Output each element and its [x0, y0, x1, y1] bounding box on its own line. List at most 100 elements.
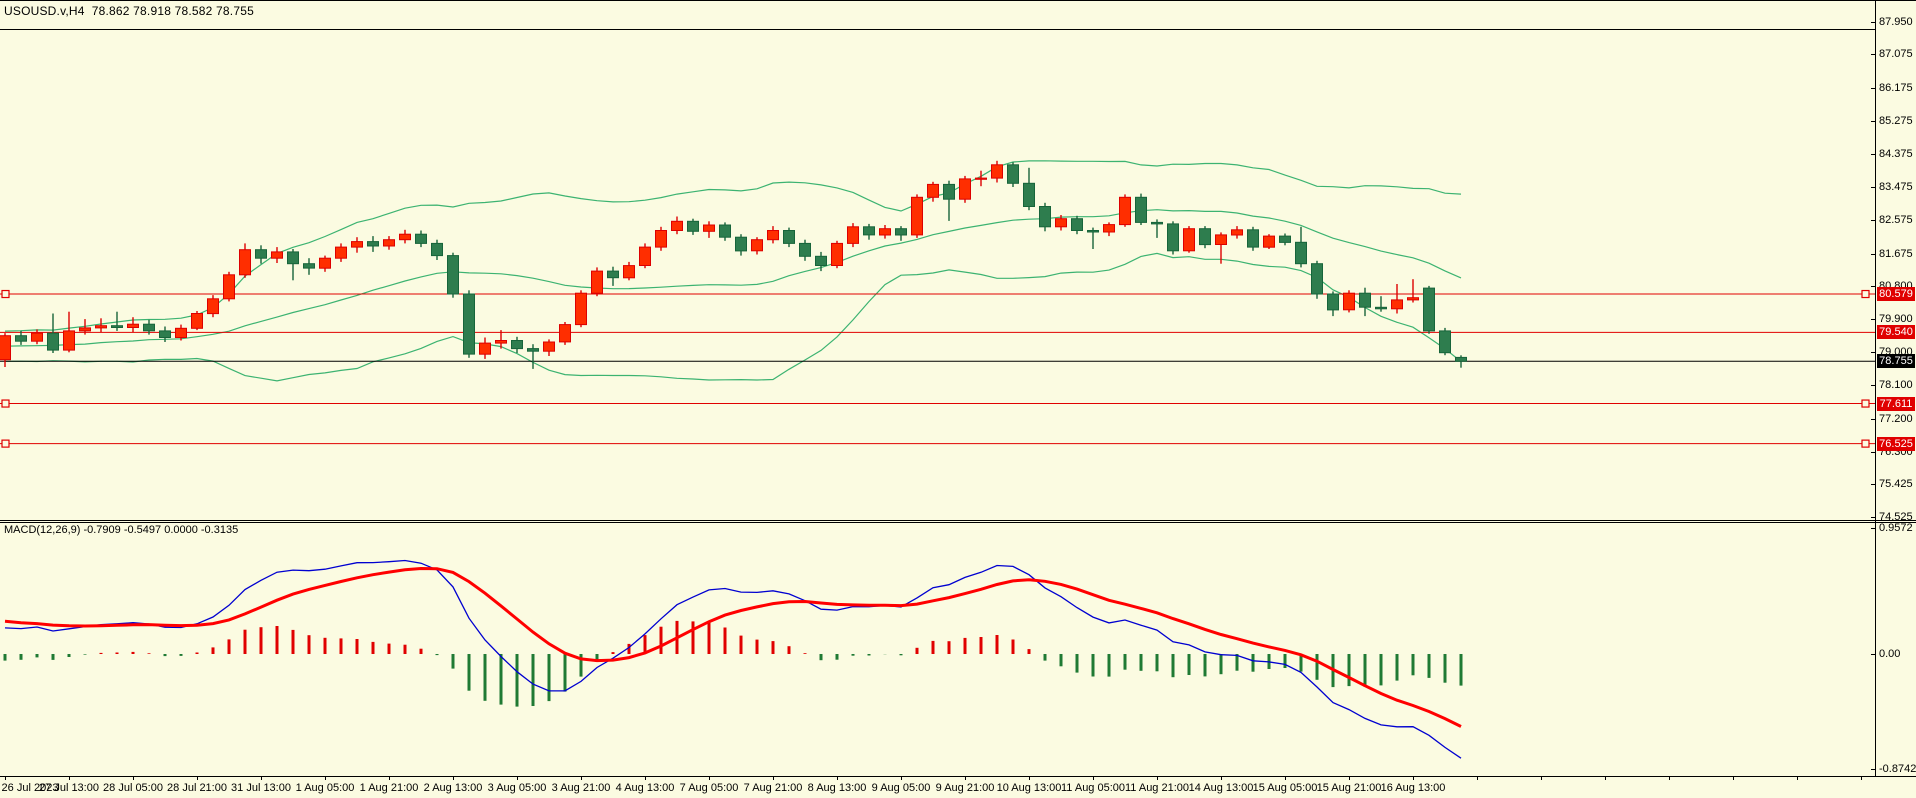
- bullish-candle: [1215, 232, 1227, 264]
- time-tick-mark: [1029, 776, 1030, 780]
- price-level-badge: 80.579: [1877, 287, 1915, 301]
- time-tick-label: 26 Jul 2023: [1, 782, 59, 794]
- bearish-candle: [1455, 355, 1467, 368]
- bearish-candle: [719, 222, 731, 241]
- bearish-candle: [783, 227, 795, 248]
- bearish-candle: [1167, 221, 1179, 255]
- time-tick-mark: [1733, 776, 1734, 780]
- bearish-candle: [15, 330, 27, 345]
- bullish-candle: [31, 329, 43, 345]
- bearish-candle: [799, 239, 811, 261]
- bearish-candle: [1423, 285, 1435, 334]
- pane-separator-upper[interactable]: [0, 520, 1916, 521]
- price-tick-label: 74.525: [1879, 511, 1913, 523]
- bullish-candle: [63, 311, 75, 353]
- bullish-candle: [335, 243, 347, 262]
- level-line-handle-square[interactable]: [1, 289, 10, 299]
- price-tick-mark: [1871, 154, 1875, 155]
- macd-indicator-chart[interactable]: [0, 522, 1875, 776]
- bullish-candle: [559, 322, 571, 345]
- time-tick-mark: [1605, 776, 1606, 780]
- price-tick-label: 81.675: [1879, 248, 1913, 260]
- bullish-candle: [239, 243, 251, 278]
- time-tick-mark: [1093, 776, 1094, 780]
- bearish-candle: [1311, 260, 1323, 299]
- bearish-candle: [815, 251, 827, 272]
- bearish-candle: [1199, 226, 1211, 249]
- time-tick-label: 11 Aug 21:00: [1124, 782, 1190, 794]
- bullish-candle: [991, 160, 1003, 183]
- time-tick-mark: [261, 776, 262, 780]
- bearish-candle: [1007, 162, 1019, 187]
- bullish-candle: [127, 317, 139, 332]
- bollinger-lower-line: [4, 252, 1462, 382]
- time-tick-mark: [1797, 776, 1798, 780]
- bearish-candle: [47, 313, 59, 353]
- price-tick-label: 84.375: [1879, 148, 1913, 160]
- time-tick-label: 28 Jul 05:00: [103, 782, 163, 794]
- time-tick-label: 16 Aug 13:00: [1380, 782, 1446, 794]
- level-line-handle-square[interactable]: [1861, 439, 1870, 448]
- time-tick-label: 27 Jul 13:00: [39, 782, 99, 794]
- bullish-candle: [751, 237, 763, 255]
- bid-price-badge: 78.755: [1877, 354, 1915, 368]
- time-tick-mark: [5, 776, 6, 780]
- time-tick-mark: [581, 776, 582, 780]
- time-axis[interactable]: 26 Jul 2023 27 Jul 13:00 28 Jul 05:00 28 Ju…: [0, 776, 1916, 798]
- time-tick-mark: [709, 776, 710, 780]
- time-tick-label: 7 Aug 05:00: [679, 782, 739, 794]
- bullish-candle: [1103, 222, 1115, 237]
- time-tick-mark: [453, 776, 454, 780]
- symbol-title: USOUSD.v,H4 78.862 78.918 78.582 78.755: [4, 4, 254, 18]
- level-line-handle-square[interactable]: [1, 399, 10, 408]
- level-line-handle-square[interactable]: [1861, 399, 1870, 408]
- bullish-candle: [1055, 215, 1067, 231]
- bearish-candle: [607, 266, 619, 286]
- price-tick-mark: [1871, 452, 1875, 453]
- time-tick-label: 10 Aug 13:00: [996, 782, 1062, 794]
- price-tick-label: 75.425: [1879, 478, 1913, 490]
- time-tick-mark: [1349, 776, 1350, 780]
- macd-tick-label: -0.8742: [1879, 763, 1916, 775]
- macd-tick-mark: [1871, 654, 1875, 655]
- bearish-candle: [1247, 226, 1259, 251]
- macd-tick-mark: [1871, 769, 1875, 770]
- level-line-handle-square[interactable]: [1, 439, 10, 448]
- bearish-candle: [735, 234, 747, 256]
- time-tick-label: 15 Aug 05:00: [1252, 782, 1318, 794]
- time-tick-mark: [325, 776, 326, 780]
- time-tick-mark: [133, 776, 134, 780]
- time-tick-mark: [197, 776, 198, 780]
- bearish-candle: [1071, 215, 1083, 235]
- bullish-candle: [543, 339, 555, 356]
- time-tick-mark: [773, 776, 774, 780]
- price-axis[interactable]: 87.950 87.075 86.175 85.275 84.375 83.475 82.5…: [1871, 1, 1916, 776]
- price-tick-label: 85.275: [1879, 115, 1913, 127]
- time-tick-label: 8 Aug 13:00: [807, 782, 867, 794]
- bullish-candle: [1391, 284, 1403, 314]
- time-tick-mark: [1413, 776, 1414, 780]
- bearish-candle: [1375, 296, 1387, 312]
- bearish-candle: [863, 223, 875, 240]
- bearish-candle: [1279, 233, 1291, 246]
- macd-tick-label: 0.9572: [1879, 522, 1913, 534]
- price-level-badge: 77.611: [1877, 397, 1915, 411]
- bullish-candle: [79, 319, 91, 335]
- bearish-candle: [431, 239, 443, 260]
- level-line-handle-square[interactable]: [1861, 289, 1870, 299]
- price-level-badge: 79.540: [1877, 325, 1915, 339]
- price-axis-border: [1875, 1, 1876, 776]
- bullish-candle: [383, 236, 395, 250]
- price-tick-mark: [1871, 22, 1875, 23]
- bullish-candle: [95, 318, 107, 332]
- time-tick-mark: [1157, 776, 1158, 780]
- price-tick-label: 86.175: [1879, 82, 1913, 94]
- bearish-candle: [111, 311, 123, 331]
- bearish-candle: [303, 258, 315, 275]
- pane-separator-lower[interactable]: [0, 522, 1916, 523]
- bullish-candle: [191, 311, 203, 331]
- price-chart[interactable]: [0, 1, 1875, 520]
- bearish-candle: [159, 326, 171, 342]
- time-tick-label: 9 Aug 21:00: [935, 782, 995, 794]
- bullish-candle: [831, 240, 843, 269]
